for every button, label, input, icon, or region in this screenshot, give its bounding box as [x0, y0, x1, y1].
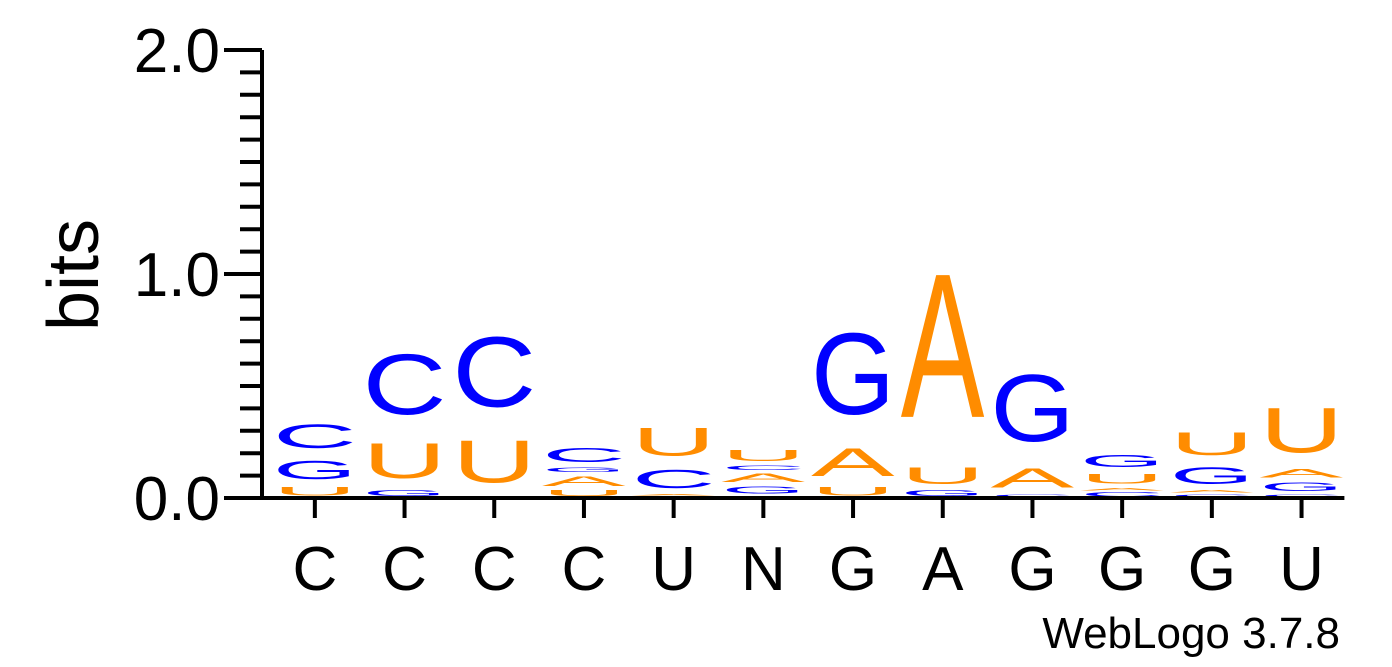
logo-letter-c: C — [1080, 491, 1164, 498]
logo-letter-u: U — [452, 428, 536, 495]
logo-letter-a: A — [721, 471, 805, 484]
y-tick-label: 2.0 — [134, 17, 220, 86]
logo-letter-c: C — [1260, 494, 1344, 498]
logo-letter-c: C — [721, 464, 805, 471]
letter-stacks: UGCGUCGUCUAGCGACUUGACUUAGGUACAGCAUGCAGUC… — [273, 232, 1344, 498]
y-tick-label: 1.0 — [134, 241, 220, 310]
logo-letter-c: C — [990, 494, 1074, 498]
logo-letter-g: G — [901, 489, 985, 498]
x-tick-label: G — [829, 535, 877, 604]
logo-letter-g: G — [811, 310, 895, 439]
logo-letter-c: C — [1170, 494, 1254, 498]
logo-letter-a: A — [811, 440, 895, 485]
logo-letter-u: U — [273, 484, 357, 497]
logo-letter-a: A — [632, 494, 716, 496]
x-tick-label: G — [1008, 535, 1056, 604]
logo-letter-g: G — [363, 489, 447, 498]
logo-letter-a: A — [1080, 487, 1164, 491]
y-tick-label: 0.0 — [134, 465, 220, 534]
logo-letter-u: U — [901, 462, 985, 489]
logo-letter-a: A — [901, 232, 985, 462]
x-tick-label: C — [292, 535, 337, 604]
x-tick-label: G — [1188, 535, 1236, 604]
y-axis: 0.0 1.0 2.0 — [134, 17, 264, 534]
weblogo-credit: WebLogo 3.7.8 — [1042, 609, 1340, 658]
logo-letter-u: U — [632, 420, 716, 465]
logo-letter-u: U — [542, 489, 626, 498]
x-tick-label: C — [562, 535, 607, 604]
x-tick-label: U — [651, 535, 696, 604]
logo-letter-a: A — [1170, 489, 1254, 493]
logo-letter-u: U — [811, 484, 895, 497]
logo-letter-u: U — [721, 446, 805, 464]
x-tick-label: U — [1279, 535, 1324, 604]
logo-letter-c: C — [452, 316, 536, 428]
logo-letter-a: A — [990, 462, 1074, 493]
logo-letter-g: G — [1170, 462, 1254, 489]
logo-letter-u: U — [1170, 427, 1254, 463]
x-tick-label: C — [382, 535, 427, 604]
logo-letter-g: G — [990, 355, 1074, 462]
logo-letter-c: C — [363, 336, 447, 433]
logo-letter-a: A — [542, 473, 626, 489]
x-tick-label: C — [472, 535, 517, 604]
logo-letter-u: U — [1080, 471, 1164, 487]
x-tick-label: A — [922, 535, 964, 604]
y-axis-label: bits — [34, 219, 114, 331]
logo-letter-g: G — [1080, 451, 1164, 471]
logo-letter-c: C — [542, 444, 626, 467]
logo-letter-g: G — [1260, 480, 1344, 493]
x-tick-label: N — [741, 535, 786, 604]
x-tick-label: G — [1098, 535, 1146, 604]
logo-letter-a: A — [1260, 467, 1344, 480]
logo-letter-g: G — [273, 455, 357, 484]
logo-letter-c: C — [632, 464, 716, 493]
logo-letter-g: G — [542, 467, 626, 474]
logo-letter-c: C — [273, 417, 357, 455]
logo-letter-u: U — [1260, 395, 1344, 467]
logo-letter-u: U — [363, 433, 447, 489]
logo-letter-g: G — [721, 485, 805, 496]
